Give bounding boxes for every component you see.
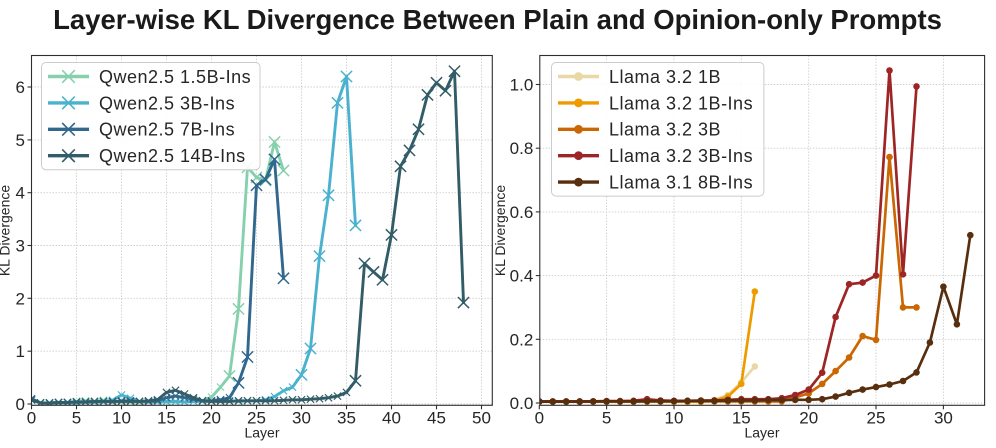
svg-text:Qwen2.5 1.5B-Ins: Qwen2.5 1.5B-Ins — [99, 67, 251, 87]
svg-text:Qwen2.5 7B-Ins: Qwen2.5 7B-Ins — [99, 120, 235, 140]
svg-text:1.0: 1.0 — [510, 76, 534, 95]
svg-text:0.6: 0.6 — [510, 203, 534, 222]
svg-text:Llama 3.2 1B: Llama 3.2 1B — [609, 67, 721, 87]
svg-text:0: 0 — [16, 395, 25, 414]
svg-text:Llama 3.2 3B-Ins: Llama 3.2 3B-Ins — [609, 146, 753, 166]
svg-text:5: 5 — [602, 409, 611, 428]
svg-text:30: 30 — [934, 409, 953, 428]
svg-text:45: 45 — [427, 409, 446, 428]
svg-text:Llama 3.2 1B-Ins: Llama 3.2 1B-Ins — [609, 93, 753, 113]
svg-text:KL Divergence: KL Divergence — [492, 185, 508, 277]
svg-text:50: 50 — [472, 409, 491, 428]
svg-text:0.0: 0.0 — [510, 394, 534, 413]
svg-text:3: 3 — [16, 237, 25, 256]
svg-text:15: 15 — [157, 409, 176, 428]
svg-text:Layer: Layer — [244, 425, 279, 441]
svg-text:0.8: 0.8 — [510, 139, 534, 158]
svg-text:Llama 3.2 3B: Llama 3.2 3B — [609, 120, 721, 140]
svg-text:5: 5 — [16, 131, 25, 150]
svg-text:Llama 3.1 8B-Ins: Llama 3.1 8B-Ins — [609, 173, 753, 193]
svg-text:5: 5 — [72, 409, 81, 428]
svg-text:Layer: Layer — [744, 425, 779, 441]
svg-text:0.2: 0.2 — [510, 330, 534, 349]
svg-text:25: 25 — [247, 409, 266, 428]
svg-text:20: 20 — [799, 409, 818, 428]
svg-text:0: 0 — [27, 409, 36, 428]
svg-text:0.4: 0.4 — [510, 267, 534, 286]
svg-text:6: 6 — [16, 78, 25, 97]
svg-text:35: 35 — [337, 409, 356, 428]
svg-text:Qwen2.5 14B-Ins: Qwen2.5 14B-Ins — [99, 146, 246, 166]
svg-text:10: 10 — [665, 409, 684, 428]
svg-text:30: 30 — [292, 409, 311, 428]
svg-text:0: 0 — [535, 409, 544, 428]
svg-text:4: 4 — [16, 184, 25, 203]
svg-text:20: 20 — [202, 409, 221, 428]
svg-text:Qwen2.5 3B-Ins: Qwen2.5 3B-Ins — [99, 93, 235, 113]
svg-text:1: 1 — [16, 342, 25, 361]
svg-text:KL Divergence: KL Divergence — [0, 185, 13, 277]
svg-text:40: 40 — [382, 409, 401, 428]
svg-text:2: 2 — [16, 289, 25, 308]
svg-text:Layer-wise KL Divergence Betwe: Layer-wise KL Divergence Between Plain a… — [53, 4, 942, 35]
svg-text:25: 25 — [867, 409, 886, 428]
svg-text:15: 15 — [732, 409, 751, 428]
svg-text:10: 10 — [112, 409, 131, 428]
